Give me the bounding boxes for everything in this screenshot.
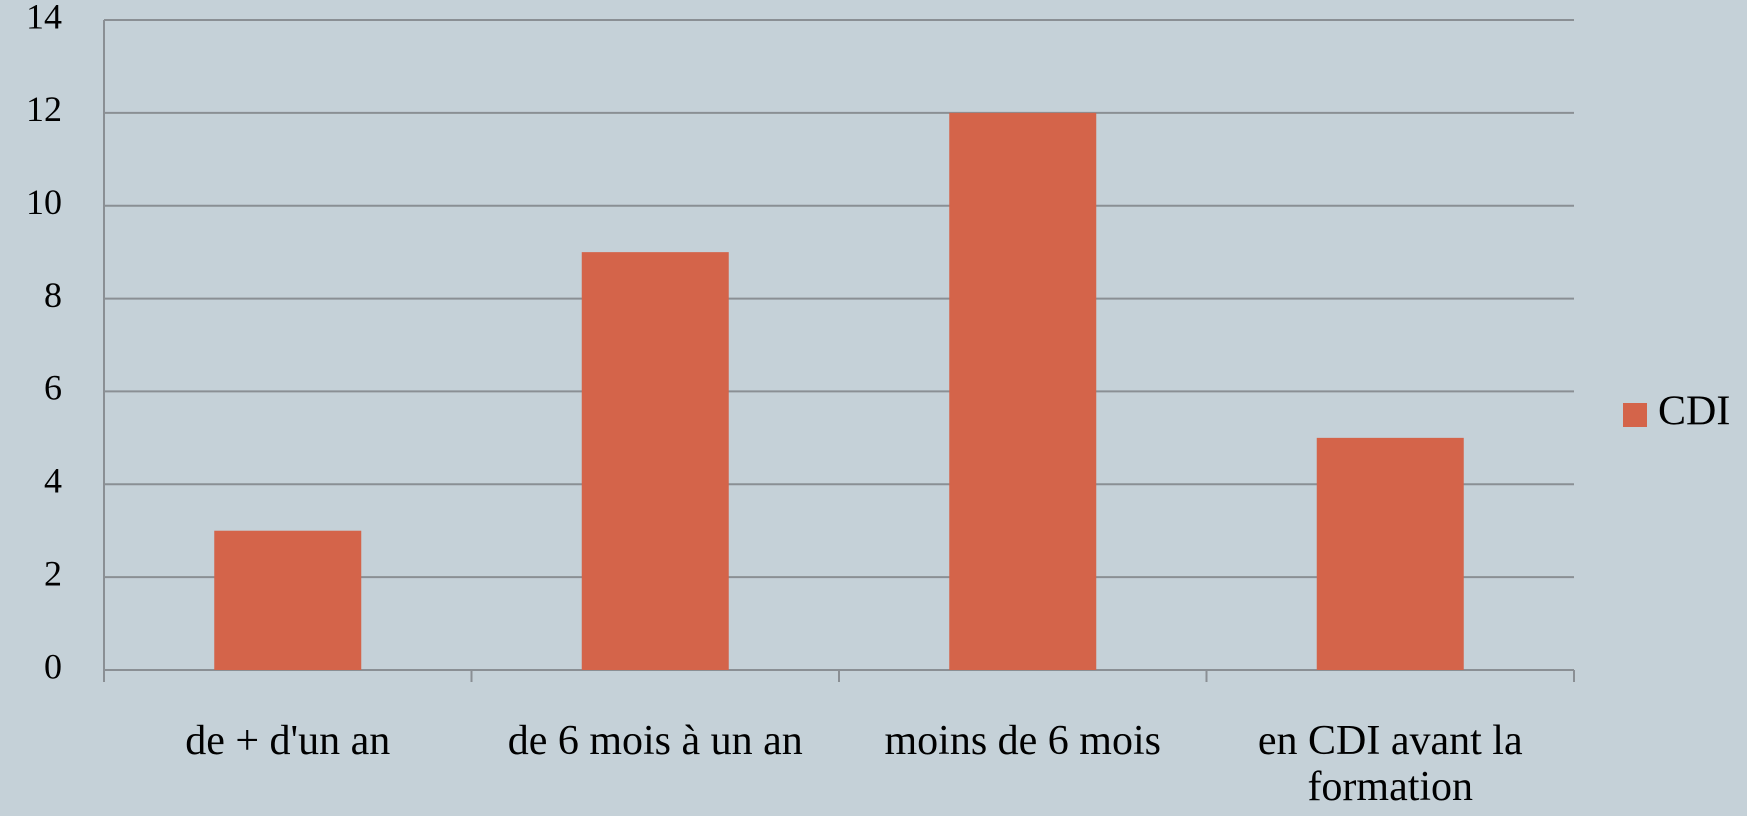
y-tick-label: 10 [26,182,62,222]
bar [1316,437,1464,670]
y-tick-label: 6 [44,368,62,408]
y-tick-label: 4 [44,461,62,501]
y-tick-label: 14 [26,0,62,36]
legend-swatch [1623,403,1647,427]
legend-label: CDI [1658,389,1730,435]
y-tick-label: 8 [44,275,62,315]
y-tick-label: 0 [44,646,62,686]
x-tick-label: de + d'un an [185,718,391,764]
x-tick-label: en CDI avant la formation [1257,718,1523,810]
bar [214,530,362,670]
x-tick-label: moins de 6 mois [884,718,1161,764]
bar [581,252,729,670]
y-tick-label: 2 [44,553,62,593]
x-tick-label: de 6 mois à un an [507,718,803,764]
y-tick-label: 12 [26,89,62,129]
bar [949,112,1097,671]
